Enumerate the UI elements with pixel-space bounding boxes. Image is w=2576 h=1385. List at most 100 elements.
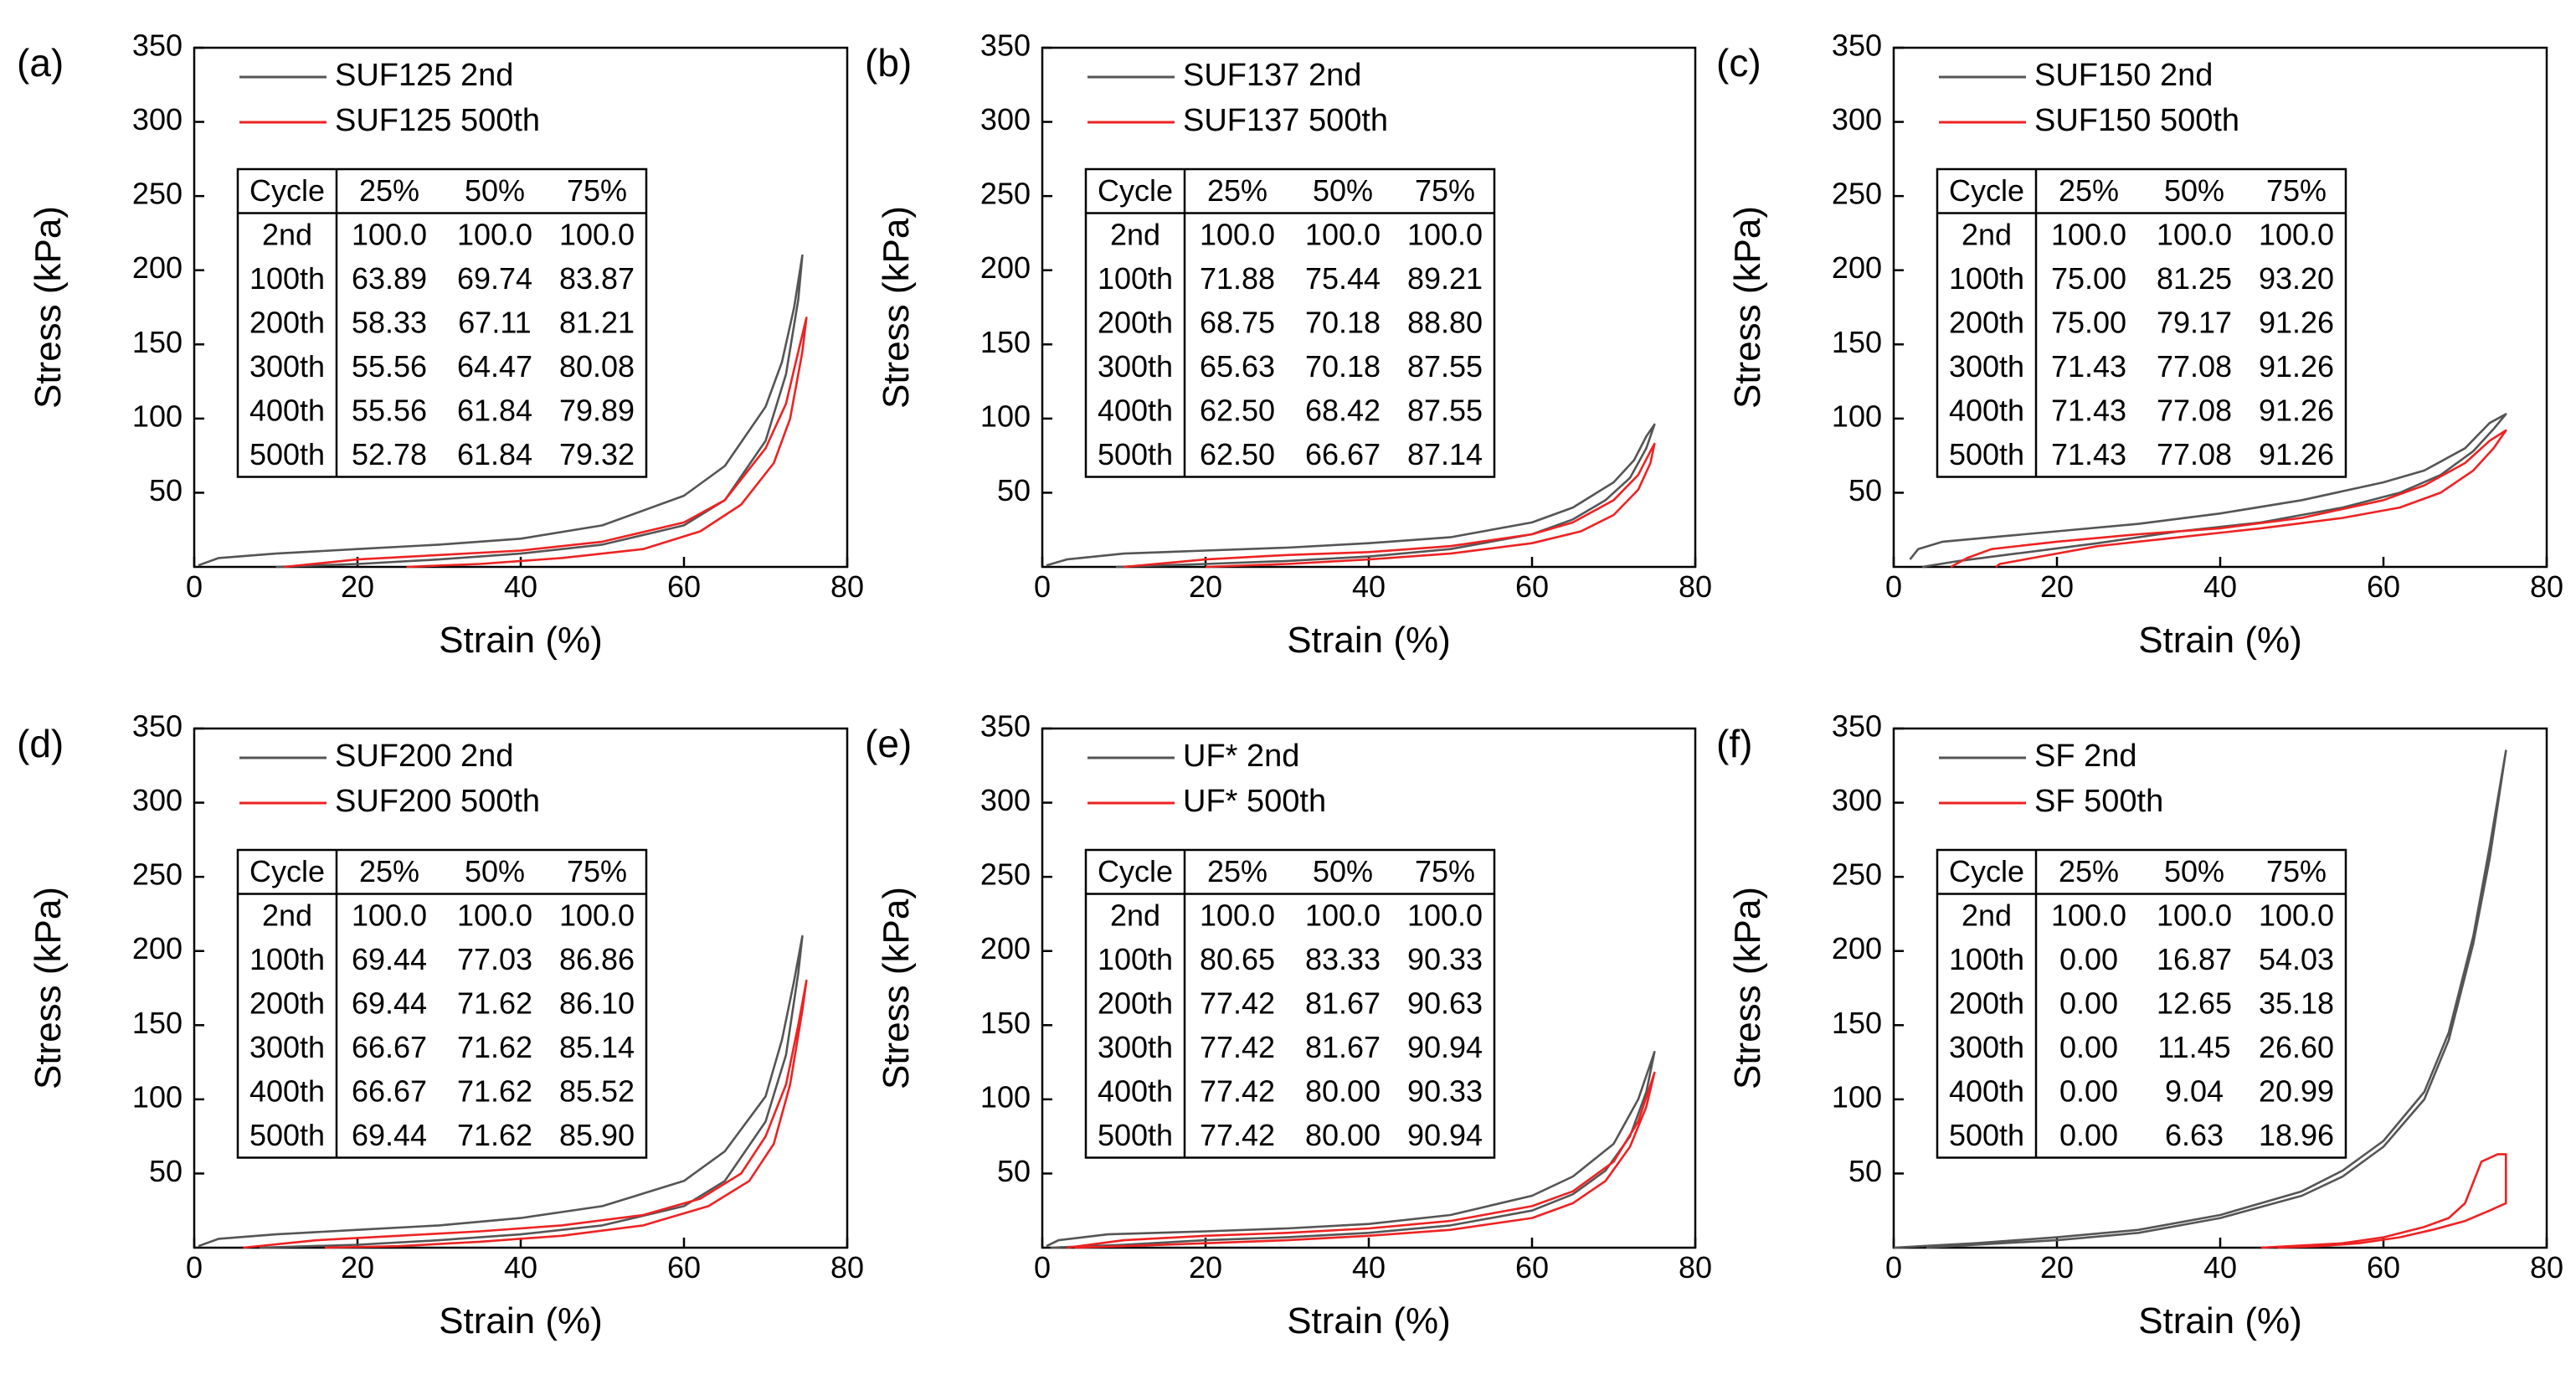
y-tick-label: 50: [997, 473, 1031, 507]
table-cell: 81.21: [559, 305, 635, 339]
legend-label: SUF200 2nd: [335, 739, 513, 774]
y-tick-label: 300: [132, 783, 183, 817]
chart-panel-b: (b) 0 20 40 60 80 50 100 150 200 250 300 350 Strain (…: [865, 28, 1712, 661]
table-header-cell: 50%: [465, 173, 525, 208]
panel-label: (f): [1716, 722, 1752, 765]
y-tick-label: 300: [1832, 783, 1882, 817]
x-tick-label: 20: [2040, 1250, 2074, 1285]
panel-label: (a): [17, 41, 64, 85]
x-tick-label: 0: [1885, 569, 1902, 604]
x-tick-label: 80: [830, 1250, 864, 1285]
legend-label: SUF137 500th: [1183, 103, 1388, 138]
retention-table: Cycle 25% 50% 75% 2nd 100.0 100.0 100.0 100th 80.…: [1084, 848, 1496, 1159]
table-cell: 80.08: [559, 349, 635, 384]
table-cell: 100th: [249, 942, 325, 976]
table-header-cell: 25%: [359, 173, 419, 208]
table-header-cell: Cycle: [1098, 173, 1173, 208]
table-cell: 100.0: [1200, 898, 1275, 932]
table-cell: 79.32: [559, 437, 635, 471]
table-cell: 69.44: [352, 1118, 427, 1152]
table-border: [236, 848, 648, 1159]
table-cell: 200th: [249, 986, 325, 1020]
y-tick-label: 350: [132, 28, 183, 63]
table-cell: 100.0: [559, 898, 635, 932]
table-cell: 300th: [1949, 349, 2024, 384]
table-cell: 61.84: [457, 437, 532, 471]
table-cell: 70.18: [1305, 349, 1381, 384]
table-header-cell: 25%: [1207, 854, 1267, 888]
table-cell: 87.55: [1407, 393, 1483, 427]
chart-panel-e: (e) 0 20 40 60 80 50 100 150 200 250 300 350 Strain (…: [865, 709, 1712, 1341]
y-axis-title: Stress (kPa): [876, 887, 917, 1089]
table-cell: 300th: [1098, 349, 1173, 384]
table-cell: 55.56: [352, 393, 427, 427]
table-cell: 18.96: [2259, 1118, 2334, 1152]
y-tick-label: 100: [1832, 1079, 1882, 1114]
table-cell: 65.63: [1200, 349, 1275, 384]
table-cell: 0.00: [2059, 942, 2118, 976]
y-tick-label: 350: [132, 709, 183, 744]
table-cell: 68.42: [1305, 393, 1381, 427]
table-cell: 77.42: [1200, 986, 1275, 1020]
table-cell: 85.90: [559, 1118, 635, 1152]
table-cell: 2nd: [1962, 898, 2012, 932]
series-line-500th: [1950, 429, 2507, 569]
x-axis-title: Strain (%): [1287, 1300, 1451, 1341]
table-cell: 63.89: [352, 261, 427, 296]
table-cell: 100.0: [457, 898, 532, 932]
table-cell: 100.0: [2051, 898, 2126, 932]
y-tick-label: 100: [132, 399, 183, 433]
table-cell: 100.0: [352, 217, 427, 251]
table-cell: 81.67: [1305, 1030, 1381, 1064]
y-tick-label: 200: [980, 250, 1031, 285]
table-header-cell: Cycle: [1949, 854, 2024, 888]
table-cell: 75.00: [2051, 305, 2126, 339]
y-tick-label: 200: [1832, 931, 1882, 965]
table-cell: 9.04: [2165, 1074, 2224, 1108]
table-cell: 70.18: [1305, 305, 1381, 339]
x-tick-label: 40: [504, 569, 537, 604]
table-cell: 6.63: [2165, 1118, 2224, 1152]
table-cell: 500th: [249, 437, 325, 471]
series-line-500th: [1067, 1071, 1656, 1249]
series-line-2nd: [198, 254, 804, 569]
legend-label: SUF125 2nd: [335, 58, 513, 93]
series-line-2nd: [1046, 423, 1656, 569]
table-cell: 85.14: [559, 1030, 635, 1064]
legend-label: SUF125 500th: [335, 103, 540, 138]
y-tick-label: 100: [980, 399, 1031, 433]
table-cell: 400th: [249, 1074, 325, 1108]
table-cell: 71.43: [2051, 393, 2126, 427]
y-tick-label: 250: [1832, 177, 1882, 211]
table-cell: 100.0: [457, 217, 532, 251]
legend-label: SUF150 2nd: [2034, 58, 2213, 93]
table-cell: 91.26: [2259, 349, 2334, 384]
chart-panel-d: (d) 0 20 40 60 80 50 100 150 200 250 300 350 Strain (…: [17, 709, 864, 1341]
table-cell: 100th: [1098, 942, 1173, 976]
y-tick-label: 100: [980, 1079, 1031, 1114]
table-header-cell: 75%: [2266, 173, 2327, 208]
x-tick-label: 0: [1034, 569, 1051, 604]
table-header-cell: 50%: [1313, 854, 1373, 888]
y-tick-label: 200: [132, 931, 183, 965]
table-cell: 75.00: [2051, 261, 2126, 296]
table-cell: 87.55: [1407, 349, 1483, 384]
table-cell: 54.03: [2259, 942, 2334, 976]
table-cell: 55.56: [352, 349, 427, 384]
table-cell: 2nd: [262, 217, 312, 251]
table-cell: 100th: [1949, 261, 2024, 296]
table-cell: 100th: [1098, 261, 1173, 296]
table-cell: 100.0: [2051, 217, 2126, 251]
series-line-500th: [1123, 442, 1656, 569]
table-cell: 58.33: [352, 305, 427, 339]
legend-label: SUF150 500th: [2034, 103, 2239, 138]
table-header-cell: 25%: [2059, 854, 2119, 888]
table-cell: 77.42: [1200, 1074, 1275, 1108]
legend-label: SUF137 2nd: [1183, 58, 1361, 93]
table-cell: 12.65: [2157, 986, 2232, 1020]
table-border: [236, 167, 648, 478]
table-cell: 91.26: [2259, 437, 2334, 471]
x-tick-label: 20: [1189, 1250, 1222, 1285]
x-tick-label: 60: [1515, 1250, 1549, 1285]
table-cell: 81.67: [1305, 986, 1381, 1020]
